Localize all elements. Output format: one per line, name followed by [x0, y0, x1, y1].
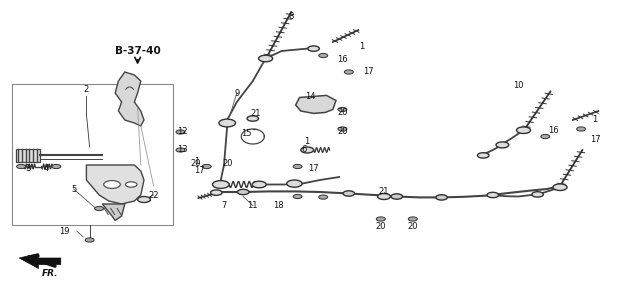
Bar	[16, 148, 40, 162]
Text: 17: 17	[363, 68, 373, 76]
Polygon shape	[102, 204, 125, 220]
Circle shape	[308, 46, 319, 51]
Circle shape	[487, 192, 499, 198]
Circle shape	[408, 217, 417, 221]
Circle shape	[138, 196, 150, 202]
Text: 22: 22	[148, 190, 159, 200]
Text: 19: 19	[59, 226, 69, 236]
Text: 15: 15	[241, 129, 252, 138]
Text: 21: 21	[379, 188, 389, 196]
Text: 17: 17	[308, 164, 319, 172]
Text: 1: 1	[305, 136, 310, 146]
Circle shape	[176, 130, 185, 134]
Text: B-37-40: B-37-40	[115, 46, 161, 56]
Text: 11: 11	[248, 201, 258, 210]
Circle shape	[577, 127, 586, 131]
Text: 17: 17	[590, 135, 600, 144]
Text: 6: 6	[301, 146, 307, 154]
Text: 3: 3	[25, 164, 30, 172]
Circle shape	[259, 55, 273, 62]
Circle shape	[516, 127, 531, 134]
Polygon shape	[115, 72, 144, 126]
Circle shape	[378, 194, 390, 200]
Polygon shape	[19, 254, 61, 268]
Text: 20: 20	[337, 108, 348, 117]
Circle shape	[212, 181, 229, 188]
Circle shape	[532, 192, 543, 197]
Circle shape	[553, 184, 567, 190]
Text: 16: 16	[548, 126, 559, 135]
Circle shape	[344, 70, 353, 74]
Text: 9: 9	[234, 88, 239, 98]
Circle shape	[541, 134, 550, 139]
Circle shape	[202, 164, 211, 169]
Circle shape	[293, 164, 302, 169]
Circle shape	[301, 147, 314, 153]
Circle shape	[338, 127, 347, 131]
Circle shape	[247, 116, 259, 121]
Text: 17: 17	[195, 167, 205, 176]
Text: 21: 21	[251, 110, 261, 118]
Text: 14: 14	[305, 92, 316, 100]
Circle shape	[237, 189, 249, 195]
Circle shape	[219, 119, 236, 127]
Text: FR.: FR.	[42, 268, 58, 278]
Circle shape	[52, 164, 61, 169]
Circle shape	[343, 191, 355, 196]
Circle shape	[252, 181, 266, 188]
Text: 20: 20	[337, 128, 348, 136]
Circle shape	[376, 217, 385, 221]
Polygon shape	[296, 95, 336, 113]
Circle shape	[95, 206, 104, 211]
Circle shape	[338, 107, 347, 112]
Text: 18: 18	[273, 201, 284, 210]
Text: 20: 20	[222, 159, 232, 168]
Text: 20: 20	[376, 222, 386, 231]
Text: 20: 20	[190, 159, 200, 168]
Text: 10: 10	[513, 81, 524, 90]
Text: 4: 4	[44, 164, 49, 172]
Text: 13: 13	[177, 146, 188, 154]
Circle shape	[293, 194, 302, 199]
Circle shape	[319, 53, 328, 58]
Text: 12: 12	[177, 128, 188, 136]
Circle shape	[287, 180, 302, 187]
Circle shape	[436, 195, 447, 200]
Circle shape	[85, 238, 94, 242]
Circle shape	[496, 142, 509, 148]
Circle shape	[176, 148, 185, 152]
Polygon shape	[86, 165, 144, 204]
Bar	[12, 84, 173, 225]
Circle shape	[319, 195, 328, 199]
Circle shape	[477, 153, 489, 158]
Text: 5: 5	[71, 184, 76, 194]
Circle shape	[391, 194, 403, 199]
Text: 1: 1	[194, 158, 199, 166]
Text: 2: 2	[84, 85, 89, 94]
Text: 20: 20	[408, 222, 418, 231]
Circle shape	[211, 190, 222, 195]
Circle shape	[17, 164, 26, 169]
Circle shape	[104, 181, 120, 188]
Circle shape	[125, 182, 137, 187]
Text: 7: 7	[221, 201, 227, 210]
Text: 8: 8	[289, 12, 294, 21]
Text: 1: 1	[593, 116, 598, 124]
Text: 1: 1	[359, 42, 364, 51]
Text: 16: 16	[337, 56, 348, 64]
